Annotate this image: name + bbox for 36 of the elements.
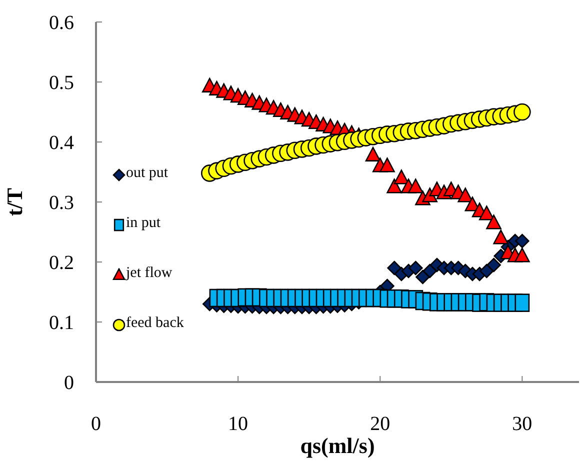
point xyxy=(387,260,402,276)
point xyxy=(365,146,381,162)
y-tick-label: 0.2 xyxy=(49,252,74,274)
point xyxy=(458,188,474,202)
y-tick-label: 0.5 xyxy=(49,72,74,94)
point xyxy=(493,230,509,244)
point xyxy=(514,248,530,262)
point xyxy=(479,206,494,220)
point xyxy=(422,264,437,278)
point xyxy=(408,178,424,194)
legend-label: jet flow xyxy=(126,264,174,283)
y-tick-label: 0 xyxy=(64,372,74,394)
y-tick-label: 0.4 xyxy=(49,132,74,154)
x-tick-label: 0 xyxy=(91,413,101,436)
x-tick-label: 20 xyxy=(370,413,390,436)
x-tick-label: 10 xyxy=(228,413,248,436)
point xyxy=(515,234,530,248)
point xyxy=(408,260,423,276)
x-axis-title: qs(ml/s) xyxy=(300,433,375,458)
point xyxy=(386,178,402,194)
point xyxy=(394,170,410,184)
point xyxy=(380,158,395,172)
legend-label: feed back xyxy=(126,314,185,333)
y-tick-label: 0.1 xyxy=(49,312,74,334)
legend-label: in put xyxy=(126,214,162,233)
legend-label: out put xyxy=(126,164,170,183)
y-axis-title: t/T xyxy=(2,188,27,216)
point xyxy=(480,264,494,278)
point xyxy=(486,258,501,272)
y-tick-label: 0.6 xyxy=(49,12,74,34)
point xyxy=(514,103,531,121)
point xyxy=(416,270,430,284)
point xyxy=(514,294,530,312)
x-tick-label: 30 xyxy=(512,413,532,436)
point xyxy=(486,214,502,230)
y-tick-label: 0.3 xyxy=(49,192,74,214)
